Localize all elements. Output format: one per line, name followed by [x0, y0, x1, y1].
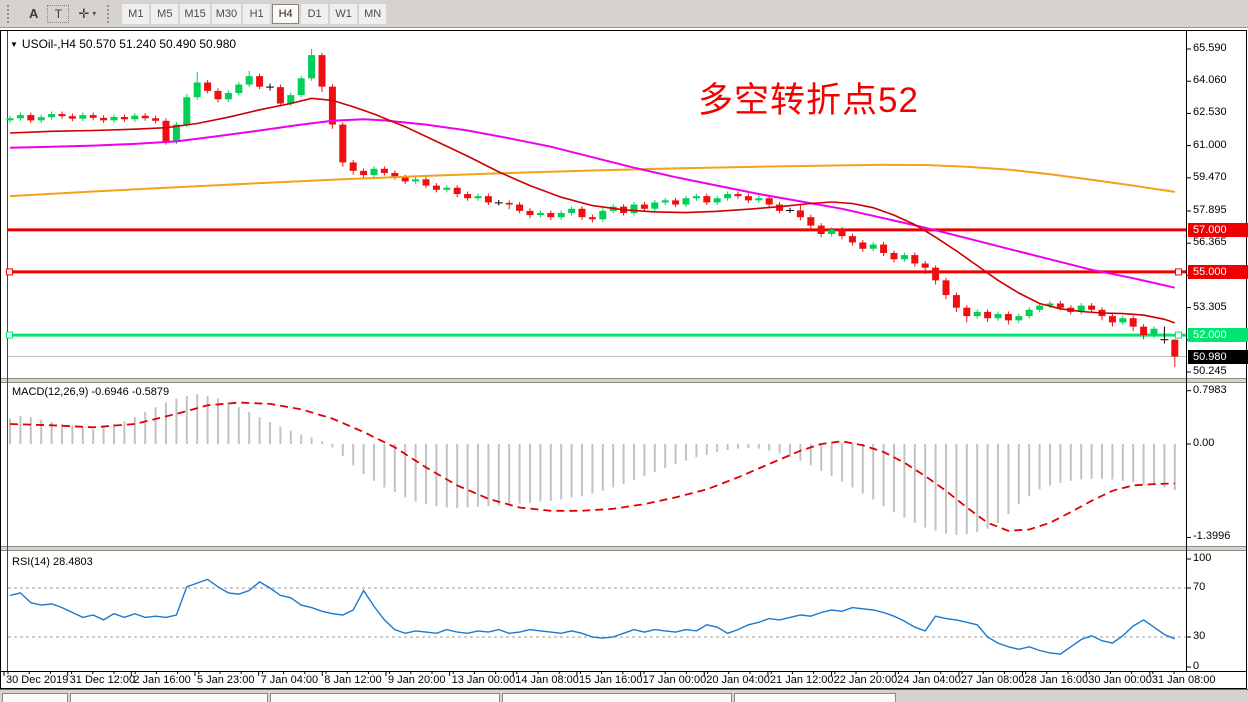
price-badge-52.000: 52.000 — [1188, 328, 1248, 343]
time-axis-label: 9 Jan 20:00 — [387, 674, 446, 686]
time-axis-label: 21 Jan 12:00 — [769, 674, 834, 686]
rsi-axis-tick: 70 — [1193, 581, 1206, 593]
timeframe-button-D1[interactable]: D1 — [301, 3, 329, 24]
time-axis-label: 30 Jan 00:00 — [1088, 674, 1152, 686]
chart-tab[interactable] — [270, 693, 500, 702]
chart-tab[interactable] — [70, 693, 268, 702]
font-tool-button[interactable]: A — [22, 3, 45, 25]
rsi-axis-tick: 30 — [1193, 630, 1206, 642]
time-axis-label: 27 Jan 08:00 — [960, 674, 1025, 686]
price-axis-tick: 53.305 — [1193, 300, 1227, 313]
time-axis-label: 24 Jan 04:00 — [897, 674, 961, 686]
price-badge-50.980: 50.980 — [1188, 349, 1248, 364]
timeframe-button-W1[interactable]: W1 — [330, 3, 358, 24]
time-axis-label: 20 Jan 04:00 — [706, 674, 770, 686]
price-axis-tick: 56.365 — [1193, 236, 1227, 249]
macd-indicator-label: MACD(12,26,9) -0.6946 -0.5879 — [12, 386, 170, 398]
time-axis-label: 17 Jan 00:00 — [642, 674, 707, 686]
crosshair-tool-button[interactable]: ✛ ▾ — [71, 3, 103, 25]
price-axis-tick: 59.470 — [1193, 170, 1227, 183]
price-axis-tick: 64.060 — [1193, 74, 1227, 87]
time-axis-label: 8 Jan 12:00 — [324, 674, 382, 686]
price-badge-57.000: 57.000 — [1188, 222, 1248, 237]
timeframe-button-M30[interactable]: M30 — [211, 3, 242, 24]
time-axis-label: 13 Jan 00:00 — [451, 674, 516, 686]
timeframe-button-M15[interactable]: M15 — [180, 3, 210, 24]
chart-tab[interactable] — [734, 693, 896, 702]
time-axis-label: 7 Jan 04:00 — [260, 674, 319, 686]
timeframe-group: M1 M5 M15 M30 H1 H4 D1 W1 MN — [121, 3, 387, 24]
macd-axis-tick: 0.00 — [1193, 437, 1215, 449]
time-axis-label: 31 Dec 12:00 — [69, 674, 136, 686]
toolbar-grip-2[interactable] — [107, 4, 114, 23]
crosshair-icon: ✛ — [78, 5, 90, 21]
chart-tabs-strip — [0, 689, 1248, 702]
macd-axis-tick: -1.3996 — [1193, 530, 1231, 543]
chart-tab[interactable] — [2, 693, 68, 702]
price-axis-tick: 61.000 — [1193, 138, 1227, 151]
timeframe-button-H4[interactable]: H4 — [272, 3, 300, 24]
time-axis-label: 14 Jan 08:00 — [515, 674, 579, 686]
time-axis-label: 22 Jan 20:00 — [833, 674, 898, 686]
collapse-icon[interactable]: ▼ — [10, 40, 18, 49]
rsi-axis-tick: 100 — [1193, 552, 1212, 564]
timeframe-button-MN[interactable]: MN — [359, 3, 387, 24]
chart-tab[interactable] — [502, 693, 732, 702]
timeframe-button-M1[interactable]: M1 — [122, 3, 150, 24]
price-axis-tick: 57.895 — [1193, 203, 1227, 216]
toolbar: A T ✛ ▾ M1 M5 M15 M30 H1 H4 D1 W1 MN — [0, 0, 1248, 28]
rsi-axis-tick: 0 — [1193, 660, 1200, 672]
time-axis-label: 31 Jan 08:00 — [1151, 674, 1216, 686]
time-axis-label: 5 Jan 23:00 — [196, 674, 255, 686]
timeframe-button-H1[interactable]: H1 — [243, 3, 271, 24]
macd-axis-tick: 0.7983 — [1193, 383, 1227, 396]
chart-annotation-text: 多空转折点52 — [698, 81, 919, 120]
toolbar-grip[interactable] — [7, 4, 14, 23]
time-axis-label: 2 Jan 16:00 — [133, 674, 191, 686]
text-tool-button[interactable]: T — [47, 4, 70, 23]
price-axis-tick: 50.245 — [1193, 365, 1227, 377]
time-axis-label: 28 Jan 16:00 — [1024, 674, 1089, 686]
symbol-ohlc-title: ▼ USOil-,H4 50.570 51.240 50.490 50.980 — [10, 37, 237, 51]
price-axis-tick: 65.590 — [1193, 42, 1227, 54]
dropdown-arrow-icon: ▾ — [92, 9, 97, 18]
price-badge-55.000: 55.000 — [1188, 264, 1248, 279]
rsi-indicator-label: RSI(14) 28.4803 — [12, 556, 93, 568]
time-axis-label: 30 Dec 2019 — [6, 674, 69, 686]
price-axis-tick: 62.530 — [1193, 106, 1227, 119]
time-axis-label: 15 Jan 16:00 — [578, 674, 643, 686]
timeframe-button-M5[interactable]: M5 — [151, 3, 179, 24]
